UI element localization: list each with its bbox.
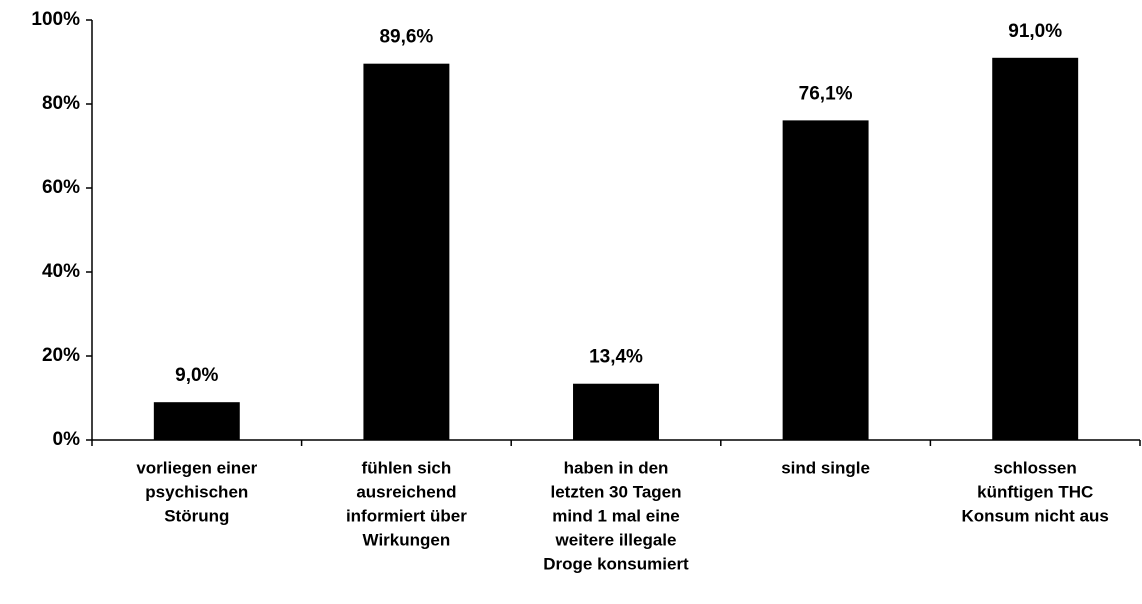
x-tick-label: vorliegen einer	[136, 458, 257, 477]
bar	[363, 63, 450, 441]
x-tick-label: psychischen	[145, 482, 248, 501]
x-tick-label: letzten 30 Tagen	[551, 482, 682, 501]
x-tick-label: fühlen sich	[362, 458, 452, 477]
y-tick-label: 20%	[42, 345, 80, 366]
bar	[992, 57, 1079, 441]
value-label: 89,6%	[379, 27, 433, 48]
x-tick-label: Störung	[164, 506, 229, 525]
bar	[782, 120, 869, 440]
x-tick-label: informiert über	[346, 506, 467, 525]
bar	[573, 383, 659, 440]
x-tick-label: mind 1 mal eine	[552, 506, 680, 525]
x-tick-label: Konsum nicht aus	[962, 506, 1109, 525]
value-label: 76,1%	[799, 83, 853, 104]
x-tick-label: Wirkungen	[363, 530, 451, 549]
value-label: 13,4%	[589, 347, 643, 368]
value-label: 9,0%	[175, 365, 218, 386]
bar	[153, 402, 240, 440]
y-tick-label: 60%	[42, 177, 80, 198]
y-tick-label: 100%	[31, 9, 80, 30]
value-label: 91,0%	[1008, 21, 1062, 42]
x-tick-label: schlossen	[994, 458, 1077, 477]
y-tick-label: 40%	[42, 261, 80, 282]
x-tick-label: sind single	[781, 458, 870, 477]
x-tick-label: Droge konsumiert	[543, 554, 689, 573]
x-tick-label: künftigen THC	[977, 482, 1093, 501]
x-tick-label: ausreichend	[356, 482, 456, 501]
x-tick-label: weitere illegale	[555, 530, 677, 549]
x-tick-label: haben in den	[564, 458, 669, 477]
y-tick-label: 0%	[53, 429, 81, 450]
y-tick-label: 80%	[42, 93, 80, 114]
